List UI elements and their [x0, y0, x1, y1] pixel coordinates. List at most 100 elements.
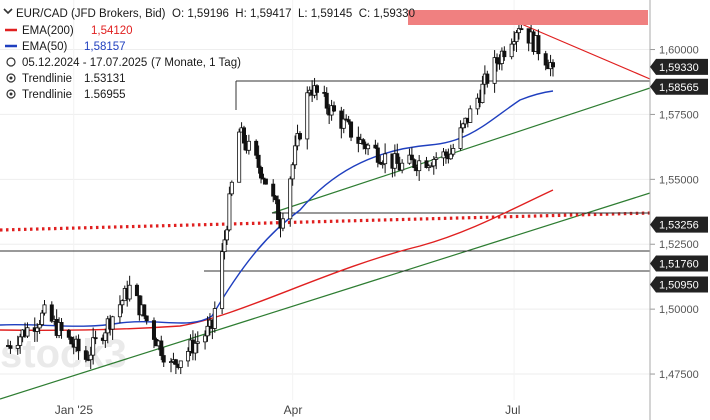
price-tag [650, 58, 708, 75]
ema50-value: 1,58157 [84, 41, 126, 53]
candle-body [475, 97, 480, 110]
candle-body [263, 178, 268, 185]
price-tag [650, 78, 708, 95]
candle-body [324, 92, 329, 109]
candle-body [49, 304, 54, 322]
candle-body [443, 151, 448, 156]
candle-body [378, 161, 383, 165]
legend-row-range[interactable]: 05.12.2024 - 17.07.2025 (7 Monate, 1 Tag… [6, 57, 241, 69]
y-tick-label: 1,57500 [659, 109, 699, 121]
date-range-detail: (7 Monate, 1 Tag) [151, 57, 241, 69]
candle-body [514, 32, 519, 43]
price-tag-label: 1,50950 [659, 279, 699, 291]
candle-body [246, 140, 251, 151]
y-axis: 1,60000 1,57500 1,55000 1,52500 1,50000 1,475… [649, 0, 699, 420]
candle-body [42, 304, 47, 314]
legend-row-ema200[interactable]: EMA(200) 1,54120 [5, 25, 133, 37]
ema50-label: EMA(50) [22, 41, 68, 53]
y-tick-label: 1,55000 [659, 174, 699, 186]
candle-body [237, 131, 242, 183]
x-tick-label: Jul [505, 403, 520, 417]
candle-body [224, 229, 229, 241]
candle-body [103, 332, 108, 341]
candle-body [375, 147, 380, 163]
trendline-lower [0, 192, 651, 400]
highlight-band [408, 10, 648, 25]
candle-body [346, 119, 351, 123]
candle-body [271, 183, 276, 197]
trend2-label: Trendlinie [22, 89, 72, 101]
candle-body [227, 193, 232, 231]
candle-body [195, 341, 200, 344]
candle-body [409, 154, 414, 161]
candle-body [305, 92, 310, 140]
candle-body [88, 354, 93, 361]
candle-body [169, 361, 174, 364]
candles [6, 19, 556, 375]
candle-body [254, 140, 259, 156]
dotted-level [0, 211, 651, 232]
candle-body [59, 322, 64, 331]
legend-row-trend2[interactable]: Trendlinie 1.56955 [6, 89, 126, 101]
candle-body [551, 62, 556, 68]
candle-body [127, 284, 132, 300]
candle-body [485, 73, 490, 84]
candle-body [341, 118, 346, 129]
radio-icon [6, 57, 16, 67]
price-tag [650, 216, 708, 233]
candle-body [161, 355, 166, 363]
trend2-value: 1.56955 [84, 89, 126, 101]
price-tag-label: 1,53256 [659, 220, 699, 232]
instrument-title: EUR/CAD (JFD Brokers, Bid) [16, 8, 166, 20]
candle-body [468, 108, 473, 123]
candle-body [314, 85, 319, 93]
candle-body [35, 327, 40, 332]
candle-body [144, 315, 149, 322]
candle-body [288, 178, 293, 220]
candle-body [519, 28, 524, 31]
candle-body [203, 335, 208, 343]
ema200-value: 1,54120 [91, 25, 133, 37]
candle-body [502, 50, 507, 58]
ema200-line [0, 189, 554, 332]
candle-body [110, 316, 115, 330]
price-tags: 1,59330 1,58565 1,53256 1,51760 1,50950 [650, 58, 708, 293]
candle-body [117, 304, 122, 318]
candle-body [349, 121, 354, 138]
candle-body [373, 144, 378, 149]
trendline-resistance [511, 19, 651, 80]
candle-body [134, 284, 139, 297]
candle-body [261, 177, 266, 180]
chevron-down-icon[interactable] [3, 8, 13, 15]
candle-body [205, 325, 210, 337]
target-icon [6, 89, 16, 99]
candle-body [383, 153, 388, 165]
candle-body [380, 163, 385, 166]
candle-body [512, 41, 517, 45]
price-tag-label: 1,59330 [659, 62, 699, 74]
candle-body [431, 159, 436, 167]
candle-body [186, 350, 191, 362]
trend1-label: Trendlinie [22, 73, 72, 85]
price-tag-label: 1,58565 [659, 82, 699, 94]
candle-body [460, 123, 465, 129]
candle-body [69, 336, 74, 345]
grid [0, 0, 650, 400]
candle-body [332, 105, 337, 112]
candle-body [93, 337, 98, 340]
candle-body [492, 57, 497, 84]
legend-row-trend1[interactable]: Trendlinie 1.53131 [6, 73, 126, 85]
candle-body [280, 218, 285, 229]
candle-body [480, 83, 485, 103]
candle-body [417, 160, 422, 172]
legend-row-ema50[interactable]: EMA(50) 1,58157 [5, 41, 126, 53]
candle-body [66, 330, 71, 338]
candle-body [499, 50, 504, 64]
candle-body [297, 133, 302, 140]
candle-body [536, 35, 541, 55]
candle-body [424, 160, 429, 168]
candle-body [395, 153, 400, 164]
candle-body [290, 164, 295, 180]
